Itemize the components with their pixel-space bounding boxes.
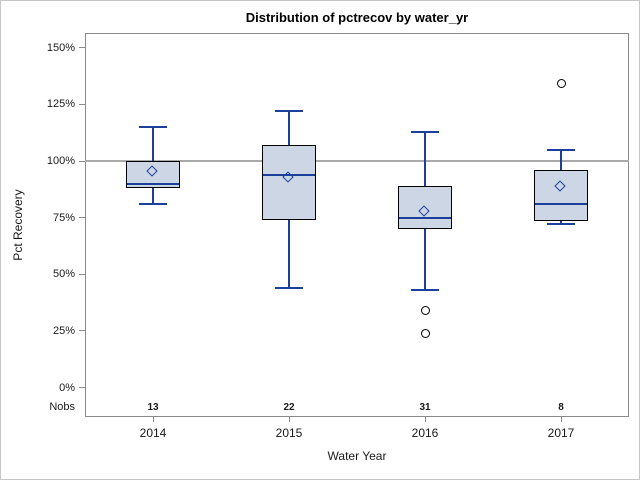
y-axis-tick-label: 75%	[52, 211, 75, 224]
upper-whisker-line	[424, 131, 426, 186]
y-axis-tick	[79, 330, 85, 332]
y-axis-tick	[79, 273, 85, 275]
nobs-value: 13	[147, 402, 159, 413]
x-axis-tick-label: 2016	[411, 426, 439, 440]
upper-whisker-cap	[411, 130, 439, 133]
x-axis-tick	[152, 417, 154, 422]
x-axis-title: Water Year	[327, 449, 387, 463]
y-axis-tick-label: 125%	[46, 98, 75, 111]
x-axis-tick-label: 2017	[547, 426, 575, 440]
y-axis-tick	[79, 47, 85, 49]
upper-whisker-line	[288, 111, 290, 146]
y-axis-tick-label: 50%	[52, 268, 75, 281]
y-axis-tick	[79, 387, 85, 389]
upper-whisker-cap	[139, 126, 167, 129]
iqr-box-2017	[534, 170, 588, 222]
x-axis-tick	[424, 417, 426, 422]
y-axis-tick	[79, 103, 85, 105]
lower-whisker-cap	[547, 223, 575, 226]
outlier-point	[556, 79, 566, 89]
median-line	[263, 173, 315, 176]
upper-whisker-line	[152, 127, 154, 161]
upper-whisker-line	[560, 149, 562, 171]
outlier-point	[420, 328, 430, 338]
nobs-value: 31	[419, 402, 431, 413]
y-axis-tick	[79, 217, 85, 219]
lower-whisker-line	[288, 219, 290, 288]
median-line	[127, 182, 179, 185]
x-axis-tick	[288, 417, 290, 422]
nobs-row-label: Nobs	[49, 401, 75, 413]
nobs-value: 8	[558, 402, 564, 413]
lower-whisker-line	[560, 221, 562, 225]
x-axis-tick-label: 2014	[139, 426, 167, 440]
x-axis-tick	[560, 417, 562, 422]
nobs-value: 22	[283, 402, 295, 413]
y-axis-tick-label: 25%	[52, 324, 75, 337]
reference-line-100pct	[85, 160, 629, 162]
median-line	[399, 216, 451, 219]
lower-whisker-cap	[139, 203, 167, 206]
x-axis-tick-label: 2015	[275, 426, 303, 440]
chart-title: Distribution of pctrecov by water_yr	[245, 10, 469, 25]
iqr-box-2016	[398, 185, 452, 229]
outlier-point	[420, 306, 430, 316]
y-axis-title: Pct Recovery	[11, 189, 25, 261]
median-line	[535, 203, 587, 206]
upper-whisker-cap	[547, 148, 575, 151]
upper-whisker-cap	[275, 110, 303, 113]
iqr-box-2015	[262, 145, 316, 220]
lower-whisker-cap	[411, 289, 439, 292]
y-axis-tick	[79, 160, 85, 162]
y-axis-tick-label: 100%	[46, 155, 75, 167]
plot-area-frame	[85, 33, 629, 417]
y-axis-tick-label: 0%	[59, 381, 75, 394]
y-axis-tick-label: 150%	[46, 41, 75, 54]
lower-whisker-cap	[275, 286, 303, 289]
lower-whisker-line	[152, 188, 154, 205]
lower-whisker-line	[424, 228, 426, 291]
